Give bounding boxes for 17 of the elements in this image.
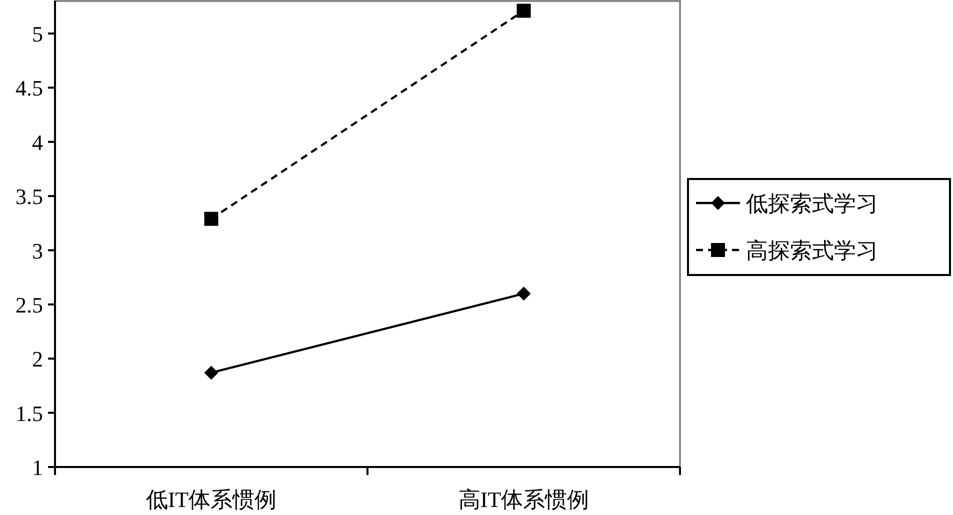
y-tick-label: 1.5 [16,400,43,426]
y-tick-label: 4 [32,130,43,155]
legend-label: 低探索式学习 [746,191,878,216]
x-tick-label: 低IT体系惯例 [146,487,277,512]
y-tick-label: 3.5 [16,184,43,210]
y-tick-label: 3 [32,238,43,264]
point [204,212,218,226]
point [204,366,218,380]
y-tick-label: 2 [32,346,43,372]
y-tick-label: 1 [32,455,43,480]
legend-label: 高探索式学习 [746,238,878,263]
x-tick-label: 高IT体系惯例 [458,487,590,512]
y-tick-label: 2.5 [16,292,43,318]
y-tick-label: 5 [32,22,43,47]
point [516,4,531,18]
point [516,286,531,301]
y-tick-label: 4.5 [16,76,43,101]
